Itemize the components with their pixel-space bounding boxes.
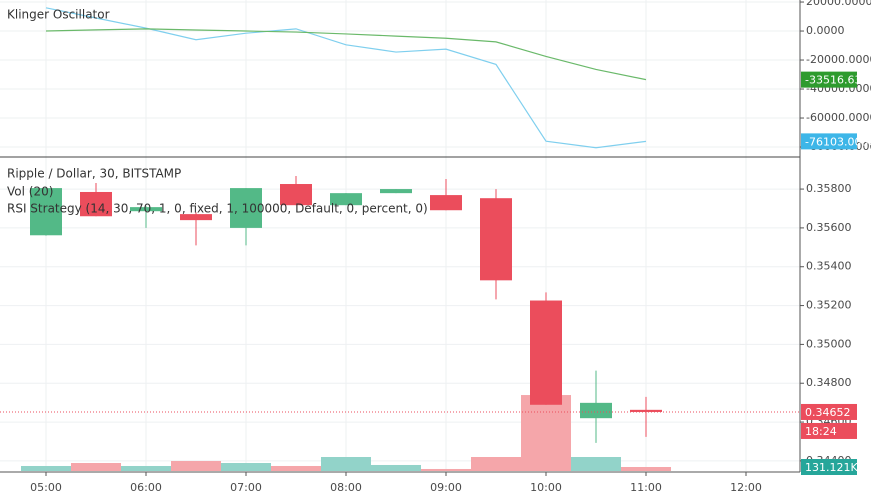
indicator-line [45, 28, 647, 81]
y-tick-label: 0.35600 [806, 221, 852, 234]
candle-body [430, 195, 462, 211]
last-value-label-box [801, 133, 857, 150]
axis: 20000.00000.0000-20000.0000-40000.0000-6… [30, 0, 871, 494]
volume-bar [271, 465, 321, 471]
pane-title: Klinger Oscillator [7, 8, 110, 22]
y-tick-label: 0.35800 [806, 182, 852, 195]
last-value-label-box [801, 71, 857, 88]
indicator-label: Vol (20) [7, 185, 53, 199]
x-tick-label: 06:00 [130, 481, 162, 494]
x-tick-label: 12:00 [730, 481, 762, 494]
volume-bar [321, 456, 371, 471]
y-tick-label: 0.35200 [806, 299, 852, 312]
volume-bar [371, 464, 421, 471]
x-tick-label: 10:00 [530, 481, 562, 494]
grid [0, 0, 800, 471]
candle-body [330, 193, 362, 206]
volume-label: 131.121K [805, 461, 858, 474]
volume-bar [421, 468, 471, 471]
volume-bar [21, 465, 71, 471]
volume-bar [221, 463, 271, 471]
volume-bar [621, 466, 671, 471]
countdown-label: 18:24 [805, 425, 837, 438]
price-labels: -76103.0030 -33516.6308 0.34652 18:24 131.12… [801, 71, 871, 475]
volume-bar [521, 395, 571, 471]
x-tick-label: 07:00 [230, 481, 262, 494]
y-tick-label: -60000.0000 [806, 111, 871, 124]
candle-body [580, 402, 612, 419]
y-tick-label: -20000.0000 [806, 53, 871, 66]
volume-bar [471, 456, 521, 471]
candle-body [30, 188, 62, 236]
candle-body [80, 191, 112, 217]
candle-body [630, 409, 662, 412]
chart-title: Ripple / Dollar, 30, BITSTAMP [7, 167, 181, 181]
y-tick-label: 0.34800 [806, 376, 852, 389]
x-tick-label: 08:00 [330, 481, 362, 494]
y-tick-label: 20000.0000 [806, 0, 871, 8]
candle-body [280, 184, 312, 206]
indicator-line [45, 7, 647, 149]
countdown-label-box [801, 422, 857, 439]
candle-body [480, 198, 512, 281]
volume-bar [571, 456, 621, 471]
y-tick-label: 0.0000 [806, 24, 845, 37]
candle-body [380, 189, 412, 194]
candle-body [130, 207, 162, 212]
last-price-label: 0.34652 [805, 406, 851, 419]
x-tick-label: 11:00 [630, 481, 662, 494]
volume-label-box [801, 458, 857, 475]
volume-bar [171, 460, 221, 471]
last-price-label-box [801, 403, 857, 420]
last-value-label: -76103.0030 [805, 135, 871, 148]
candle-body [180, 214, 212, 221]
candle-body [230, 188, 262, 228]
indicator-label: RSI Strategy (14, 30, 70, 1, 0, fixed, 1… [7, 202, 428, 216]
volume-bar [71, 463, 121, 471]
volume-bar [121, 465, 171, 471]
x-tick-label: 05:00 [30, 481, 62, 494]
candle-body [530, 300, 562, 405]
y-tick-label: 0.35400 [806, 260, 852, 273]
y-tick-label: 0.35000 [806, 337, 852, 350]
x-tick-label: 09:00 [430, 481, 462, 494]
last-value-label: -33516.6308 [805, 74, 871, 87]
plot [0, 7, 800, 471]
